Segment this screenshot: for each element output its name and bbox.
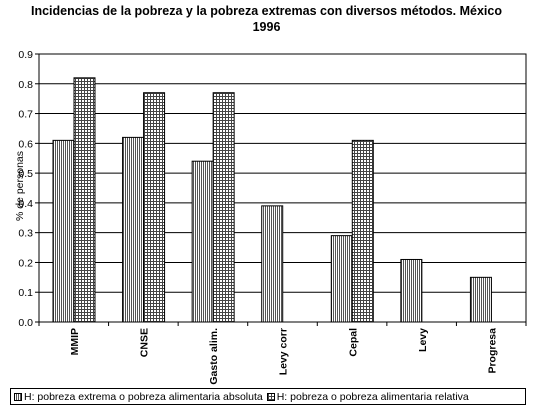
legend-swatch-grid-icon (266, 392, 275, 401)
legend-swatch-vertical-lines-icon (14, 392, 22, 401)
y-tick-label: 0.2 (18, 257, 33, 269)
y-tick-label: 0.8 (18, 79, 33, 91)
chart-title-line-1: Incidencias de la pobreza y la pobreza e… (30, 4, 502, 18)
y-tick-label: 0.5 (18, 168, 33, 180)
bar-2 (212, 92, 235, 323)
gridlines (39, 53, 526, 293)
y-tick-label: 0.4 (18, 198, 33, 210)
axes: 0.0 0.1 0.2 0.3 0.4 0.5 0.6 0.7 0.8 0.9 MMIP CNSE Ga… (18, 49, 527, 385)
x-tick-label: Gasto alim. (208, 328, 220, 385)
y-tick-label: 0.7 (18, 109, 33, 121)
x-tick-label: MMIP (69, 328, 81, 355)
legend: H: pobreza extrema o pobreza alimentaria… (10, 388, 526, 405)
y-tick-label: 0.0 (18, 317, 33, 329)
bar-1 (261, 205, 284, 323)
y-tick-label: 0.1 (18, 287, 33, 299)
y-tick-label: 0.6 (18, 138, 33, 150)
bar-1 (469, 276, 492, 323)
x-tick-label: Levy corr (278, 328, 290, 375)
y-tick-label: 0.3 (18, 228, 33, 240)
bar-2 (143, 92, 166, 323)
legend-label-series-1: H: pobreza extrema o pobreza alimentaria… (24, 390, 263, 403)
y-tick-label: 0.9 (18, 49, 33, 61)
bar-2 (73, 77, 96, 323)
bars (52, 77, 492, 323)
x-tick-label: Levy (417, 328, 429, 352)
x-tick-label: CNSE (139, 328, 151, 357)
chart-title: Incidencias de la pobreza y la pobreza e… (0, 3, 533, 35)
bar-1 (400, 258, 423, 323)
legend-item-series-1: H: pobreza extrema o pobreza alimentaria… (14, 391, 263, 403)
bar-1 (52, 139, 75, 323)
bar-1 (191, 160, 214, 323)
chart-title-line-2: 1996 (252, 20, 281, 34)
bar-2 (351, 139, 374, 323)
legend-item-series-2: H: pobreza o pobreza alimentaria relativ… (266, 390, 469, 403)
x-tick-label: Progresa (486, 328, 498, 374)
bar-1 (330, 235, 353, 323)
plot-area-border (38, 53, 527, 323)
x-tick-label: Cepal (347, 328, 359, 357)
legend-label-series-2: H: pobreza o pobreza alimentaria relativ… (276, 390, 469, 403)
bar-1 (122, 136, 145, 323)
